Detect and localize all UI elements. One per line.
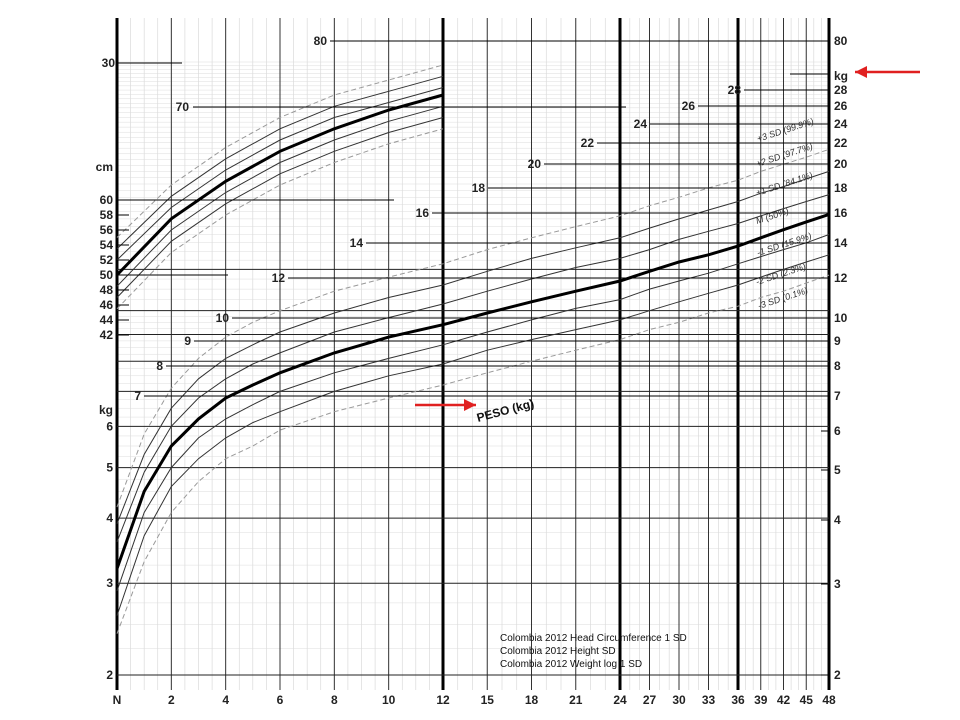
right-axis-label: 3 <box>834 577 841 591</box>
length-curve-minus1sd <box>116 105 444 287</box>
annotation-line-2: Colombia 2012 Height SD <box>500 646 616 657</box>
x-axis-tick-label: 12 <box>436 693 450 707</box>
red-arrow-peso-icon <box>415 399 476 411</box>
right-axis-label: 18 <box>834 181 848 195</box>
inner-weight-label: 22 <box>581 136 595 150</box>
right-axis-label: 8 <box>834 359 841 373</box>
weight-curve-minus1sd <box>116 234 830 592</box>
inner-weight-label: 14 <box>350 236 364 250</box>
right-axis-label: 20 <box>834 157 848 171</box>
right-axis-label: 24 <box>834 117 848 131</box>
inner-weight-label: 9 <box>184 334 191 348</box>
inner-weight-label: 28 <box>728 83 742 97</box>
weight-axis-label-left: 6 <box>106 419 113 433</box>
length-axis-label: 48 <box>100 283 114 297</box>
x-axis-tick-label: 27 <box>643 693 657 707</box>
right-axis-label: 4 <box>834 513 841 527</box>
inner-weight-label: 10 <box>216 311 230 325</box>
length-axis-label: 42 <box>100 328 114 342</box>
right-axis-label: 22 <box>834 136 848 150</box>
inner-weight-label: 12 <box>272 271 286 285</box>
right-axis-label: 10 <box>834 311 848 325</box>
x-axis-tick-label: 21 <box>569 693 583 707</box>
length-axis-label: 50 <box>100 268 114 282</box>
length-axis-label: 60 <box>100 193 114 207</box>
x-axis-tick-label: 39 <box>754 693 768 707</box>
right-axis-label: 26 <box>834 99 848 113</box>
right-axis-label: 9 <box>834 334 841 348</box>
weight-axis-label-left: 3 <box>106 576 113 590</box>
length-curve-minus2sd <box>116 117 444 298</box>
right-axis-label: kg <box>834 69 848 83</box>
x-axis-tick-label: N <box>113 693 122 707</box>
inner-weight-label: 18 <box>472 181 486 195</box>
length-curve-plus3sd <box>116 64 444 238</box>
annotation-line-1: Colombia 2012 Head Circumference 1 SD <box>500 633 687 644</box>
right-axis-label: 6 <box>834 424 841 438</box>
inner-weight-label: 7 <box>134 389 141 403</box>
weight-curve-m <box>115 212 830 570</box>
weight-axis-label-left: kg <box>99 403 113 417</box>
right-axis-label: 2 <box>834 668 841 682</box>
length-curve-plus2sd <box>116 75 444 250</box>
length-axis-label: 54 <box>100 238 114 252</box>
right-axis-label: 5 <box>834 463 841 477</box>
length-axis-label: 58 <box>100 208 114 222</box>
right-axis-label: 28 <box>834 83 848 97</box>
length-axis-label: 44 <box>100 313 114 327</box>
x-axis-tick-label: 33 <box>702 693 716 707</box>
weight-axis-label-left: 5 <box>106 461 113 475</box>
x-axis-tick-label: 6 <box>277 693 284 707</box>
annotation-line-3: Colombia 2012 Weight log 1 SD <box>500 659 642 670</box>
x-axis-tick-label: 24 <box>613 693 627 707</box>
inner-weight-label: 26 <box>682 99 696 113</box>
weight-curve-plus2sd <box>116 170 830 524</box>
weight-curve-minus2sd <box>116 254 830 616</box>
x-axis-tick-label: 10 <box>382 693 396 707</box>
red-arrow-kg-icon <box>855 66 920 78</box>
weight-curve-minus3sd <box>116 274 830 634</box>
length-curve-m <box>115 93 444 277</box>
weight-curve-plus1sd <box>116 194 830 543</box>
length-axis-label: 56 <box>100 223 114 237</box>
inner-weight-label: 20 <box>528 157 542 171</box>
x-axis-tick-label: 48 <box>822 693 836 707</box>
right-axis-label: 12 <box>834 271 848 285</box>
x-axis-tick-label: 4 <box>222 693 229 707</box>
weight-axis-label-left: 2 <box>106 668 113 682</box>
right-axis-label: 7 <box>834 389 841 403</box>
x-axis-tick-label: 2 <box>168 693 175 707</box>
inner-weight-label: 30 <box>102 56 116 70</box>
inner-weight-label: 70 <box>176 100 190 114</box>
x-axis-tick-label: 30 <box>672 693 686 707</box>
length-axis-label: 52 <box>100 253 114 267</box>
inner-weight-label: 80 <box>314 34 328 48</box>
right-axis-label: 80 <box>834 34 848 48</box>
inner-weight-label: 16 <box>416 206 430 220</box>
x-axis-tick-label: 36 <box>731 693 745 707</box>
length-axis-label: cm <box>96 160 113 174</box>
right-axis-label: 14 <box>834 236 848 250</box>
x-axis-tick-label: 42 <box>777 693 791 707</box>
x-axis-tick-label: 18 <box>525 693 539 707</box>
x-axis-tick-label: 15 <box>481 693 495 707</box>
length-curve-minus3sd <box>116 128 444 310</box>
x-axis-tick-label: 45 <box>800 693 814 707</box>
weight-curve-plus3sd <box>116 148 830 508</box>
length-curve-plus1sd <box>116 87 444 261</box>
x-axis-tick-label: 8 <box>331 693 338 707</box>
inner-weight-label: 8 <box>156 359 163 373</box>
right-axis-label: 16 <box>834 206 848 220</box>
weight-axis-label-left: 4 <box>106 511 113 525</box>
inner-weight-label: 24 <box>634 117 648 131</box>
length-axis-label: 46 <box>100 298 114 312</box>
